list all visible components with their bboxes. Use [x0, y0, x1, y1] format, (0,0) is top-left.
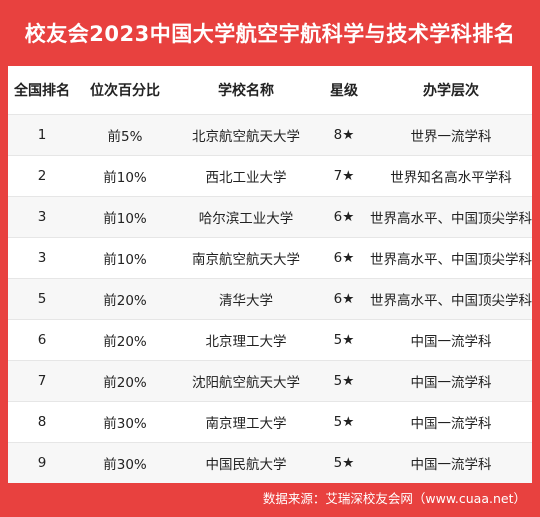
- school-cell: 哈尔滨工业大学: [174, 196, 318, 238]
- star-cell: 6★: [318, 278, 370, 320]
- table-row: 6 前20% 北京理工大学 5★ 中国一流学科: [8, 319, 532, 361]
- star-cell: 6★: [318, 196, 370, 238]
- rank-cell: 3: [8, 196, 76, 238]
- rank-cell: 5: [8, 278, 76, 320]
- school-cell: 南京理工大学: [174, 401, 318, 443]
- school-cell: 西北工业大学: [174, 155, 318, 197]
- header-school-name: 学校名称: [174, 66, 318, 115]
- percentile-cell: 前20%: [76, 360, 174, 402]
- star-cell: 8★: [318, 114, 370, 156]
- header-star-level: 星级: [318, 66, 370, 115]
- rank-cell: 9: [8, 442, 76, 483]
- level-cell: 中国一流学科: [370, 319, 532, 361]
- school-cell: 南京航空航天大学: [174, 237, 318, 279]
- table-row: 2 前10% 西北工业大学 7★ 世界知名高水平学科: [8, 155, 532, 197]
- level-cell: 中国一流学科: [370, 401, 532, 443]
- rank-cell: 2: [8, 155, 76, 197]
- table-row: 9 前30% 中国民航大学 5★ 中国一流学科: [8, 442, 532, 483]
- table-row: 7 前20% 沈阳航空航天大学 5★ 中国一流学科: [8, 360, 532, 402]
- percentile-cell: 前10%: [76, 155, 174, 197]
- rank-cell: 7: [8, 360, 76, 402]
- table-row: 3 前10% 南京航空航天大学 6★ 世界高水平、中国顶尖学科: [8, 237, 532, 279]
- level-cell: 中国一流学科: [370, 442, 532, 483]
- ranking-table: 全国排名 位次百分比 学校名称 星级 办学层次 1 前5% 北京航空航天大学 8…: [8, 66, 532, 483]
- star-cell: 5★: [318, 360, 370, 402]
- level-cell: 世界一流学科: [370, 114, 532, 156]
- school-cell: 沈阳航空航天大学: [174, 360, 318, 402]
- level-cell: 世界高水平、中国顶尖学科: [370, 196, 532, 238]
- school-cell: 中国民航大学: [174, 442, 318, 483]
- star-cell: 5★: [318, 442, 370, 483]
- percentile-cell: 前20%: [76, 319, 174, 361]
- rank-cell: 3: [8, 237, 76, 279]
- table-header-row: 全国排名 位次百分比 学校名称 星级 办学层次: [8, 66, 532, 115]
- star-cell: 6★: [318, 237, 370, 279]
- table-row: 1 前5% 北京航空航天大学 8★ 世界一流学科: [8, 114, 532, 156]
- percentile-cell: 前30%: [76, 401, 174, 443]
- rank-cell: 8: [8, 401, 76, 443]
- level-cell: 世界高水平、中国顶尖学科: [370, 278, 532, 320]
- school-cell: 北京理工大学: [174, 319, 318, 361]
- page-title: 校友会2023中国大学航空宇航科学与技术学科排名: [24, 22, 516, 46]
- level-cell: 中国一流学科: [370, 360, 532, 402]
- header-percentile: 位次百分比: [76, 66, 174, 115]
- star-cell: 5★: [318, 319, 370, 361]
- percentile-cell: 前10%: [76, 237, 174, 279]
- school-cell: 清华大学: [174, 278, 318, 320]
- star-cell: 5★: [318, 401, 370, 443]
- percentile-cell: 前20%: [76, 278, 174, 320]
- table-row: 5 前20% 清华大学 6★ 世界高水平、中国顶尖学科: [8, 278, 532, 320]
- percentile-cell: 前10%: [76, 196, 174, 238]
- header-discipline-level: 办学层次: [370, 66, 532, 115]
- header-national-rank: 全国排名: [8, 66, 76, 115]
- table-row: 8 前30% 南京理工大学 5★ 中国一流学科: [8, 401, 532, 443]
- table-row: 3 前10% 哈尔滨工业大学 6★ 世界高水平、中国顶尖学科: [8, 196, 532, 238]
- level-cell: 世界高水平、中国顶尖学科: [370, 237, 532, 279]
- school-cell: 北京航空航天大学: [174, 114, 318, 156]
- star-cell: 7★: [318, 155, 370, 197]
- ranking-table-panel: 全国排名 位次百分比 学校名称 星级 办学层次 1 前5% 北京航空航天大学 8…: [8, 66, 532, 483]
- level-cell: 世界知名高水平学科: [370, 155, 532, 197]
- rank-cell: 6: [8, 319, 76, 361]
- percentile-cell: 前5%: [76, 114, 174, 156]
- rank-cell: 1: [8, 114, 76, 156]
- data-source-footer: 数据来源：艾瑞深校友会网（www.cuaa.net）: [262, 490, 526, 506]
- percentile-cell: 前30%: [76, 442, 174, 483]
